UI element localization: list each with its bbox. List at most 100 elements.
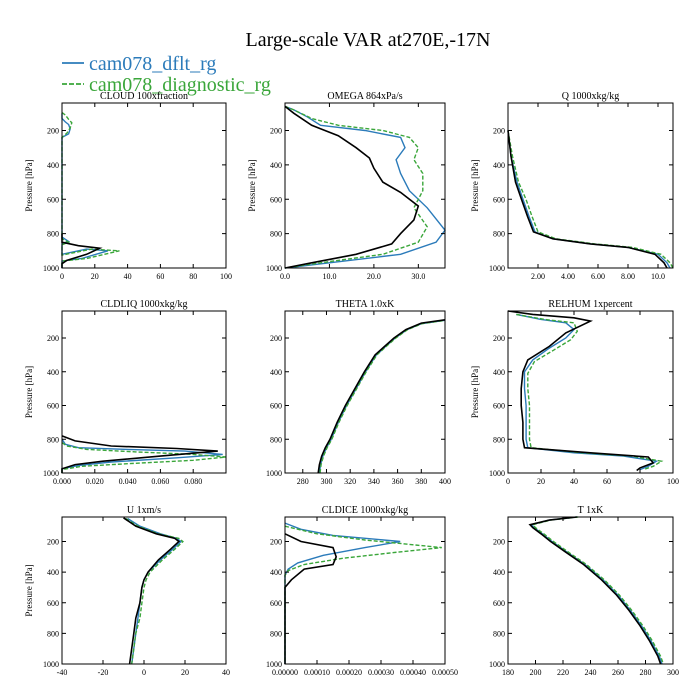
panel-title: CLDICE 1000xkg/kg — [322, 505, 408, 516]
x-tick-label: 10.0 — [322, 272, 336, 281]
plot-frame — [61, 310, 227, 474]
y-tick-label: 800 — [47, 435, 59, 444]
y-tick-label: 800 — [270, 629, 282, 638]
series-line-2 — [319, 319, 446, 474]
x-tick-label: 80 — [189, 272, 197, 281]
legend: cam078_dflt_rg cam078_diagnostic_rg — [62, 53, 271, 96]
x-tick-label: 100 — [667, 477, 679, 486]
legend-label-diag: cam078_diagnostic_rg — [89, 74, 271, 96]
y-tick-label: 400 — [270, 568, 282, 577]
x-tick-label: 2.00 — [531, 272, 545, 281]
series-line-3 — [284, 105, 420, 269]
series-line-3 — [284, 533, 338, 664]
y-axis-label: Pressure [hPa] — [24, 159, 34, 211]
panel-4: CLDLIQ 1000xkg/kg 0.000 0.020 0.040 0.060 0.0… — [24, 299, 227, 486]
y-tick-label: 200 — [47, 127, 59, 136]
x-tick-label: 20 — [537, 477, 545, 486]
y-tick-label: 200 — [270, 334, 282, 343]
x-tick-label: 380 — [415, 477, 427, 486]
x-tick-label: 280 — [297, 477, 309, 486]
y-axis-label: Pressure [hPa] — [470, 366, 480, 418]
plot-frame — [61, 102, 227, 269]
series-line-3 — [507, 130, 668, 269]
panel-title: RELHUM 1xpercent — [548, 299, 632, 310]
y-tick-label: 200 — [270, 538, 282, 547]
plot-frame — [284, 310, 446, 474]
series-line-3 — [507, 310, 655, 472]
panel-title: Q 1000xkg/kg — [562, 91, 620, 102]
y-tick-label: 800 — [270, 230, 282, 239]
y-tick-label: 800 — [493, 629, 505, 638]
y-tick-label: 400 — [47, 161, 59, 170]
x-tick-label: 0.060 — [151, 477, 169, 486]
x-tick-label: 200 — [530, 668, 542, 677]
x-tick-label: 0.0 — [280, 272, 290, 281]
x-tick-label: 100 — [220, 272, 232, 281]
panel-title: T 1xK — [578, 505, 604, 516]
y-tick-label: 400 — [493, 368, 505, 377]
plot-frame — [507, 102, 674, 269]
x-tick-label: 300 — [320, 477, 332, 486]
y-tick-label: 600 — [493, 195, 505, 204]
x-tick-label: 0.00010 — [304, 668, 330, 677]
y-axis-label: Pressure [hPa] — [470, 159, 480, 211]
y-tick-label: 1000 — [489, 264, 505, 273]
series-line-1 — [530, 516, 663, 665]
y-tick-label: 600 — [270, 402, 282, 411]
y-tick-label: 200 — [493, 334, 505, 343]
x-tick-label: 220 — [557, 668, 569, 677]
x-tick-label: 40 — [222, 668, 230, 677]
series-line-1 — [61, 113, 109, 268]
panels: CLOUD 100xfraction 0 20 40 60 80 100 200 400 600 8… — [24, 91, 679, 677]
y-tick-label: 600 — [47, 195, 59, 204]
series-line-1 — [507, 130, 671, 269]
plot-frame — [507, 310, 674, 474]
x-tick-label: -20 — [98, 668, 109, 677]
series-line-2 — [516, 313, 664, 471]
x-tick-label: 60 — [603, 477, 611, 486]
x-tick-label: 180 — [502, 668, 514, 677]
y-axis-label: Pressure [hPa] — [24, 366, 34, 418]
x-tick-label: 0.00000 — [272, 668, 298, 677]
x-tick-label: 8.00 — [621, 272, 635, 281]
series-line-2 — [507, 130, 674, 269]
panel-title: CLDLIQ 1000xkg/kg — [101, 299, 188, 310]
y-tick-label: 600 — [270, 599, 282, 608]
y-axis-label: Pressure [hPa] — [24, 564, 34, 616]
y-tick-label: 600 — [47, 599, 59, 608]
x-tick-label: 10.0 — [651, 272, 665, 281]
y-tick-label: 800 — [270, 435, 282, 444]
y-tick-label: 1000 — [43, 264, 59, 273]
panel-title: U 1xm/s — [127, 505, 161, 516]
panel-title: OMEGA 864xPa/s — [327, 91, 402, 102]
y-tick-label: 800 — [47, 230, 59, 239]
x-tick-label: 0.00040 — [400, 668, 426, 677]
y-tick-label: 1000 — [266, 264, 282, 273]
x-tick-label: 20.0 — [367, 272, 381, 281]
figure-title: Large-scale VAR at270E,-17N — [246, 29, 491, 51]
x-tick-label: 0.020 — [86, 477, 104, 486]
x-tick-label: 0.00030 — [368, 668, 394, 677]
x-tick-label: 280 — [640, 668, 652, 677]
y-tick-label: 400 — [270, 161, 282, 170]
panel-title: CLOUD 100xfraction — [100, 91, 188, 102]
y-tick-label: 200 — [493, 538, 505, 547]
x-tick-label: 60 — [156, 272, 164, 281]
series-line-3 — [123, 517, 181, 665]
panel-3: Q 1000xkg/kg 2.00 4.00 6.00 8.00 10.0 200 400 60… — [470, 91, 674, 281]
x-tick-label: 30.0 — [411, 272, 425, 281]
y-tick-label: 1000 — [489, 660, 505, 669]
x-tick-label: 320 — [344, 477, 356, 486]
y-tick-label: 400 — [47, 368, 59, 377]
panel-7: U 1xm/s -40 -20 0 20 40 200 400 600 800 1000 Pressu… — [24, 505, 230, 677]
x-tick-label: -40 — [57, 668, 68, 677]
x-tick-label: 0 — [142, 668, 146, 677]
x-tick-label: 20 — [181, 668, 189, 677]
series-line-1 — [61, 438, 223, 473]
panel-8: CLDICE 1000xkg/kg 0.00000 0.00010 0.00020 0.… — [266, 505, 458, 677]
panel-9: T 1xK 180 200 220 240 260 280 300 200 400 600 800 10… — [489, 505, 679, 677]
plot-frame — [284, 516, 446, 665]
series-line-2 — [284, 105, 429, 269]
series-line-2 — [531, 516, 665, 665]
x-tick-label: 260 — [612, 668, 624, 677]
